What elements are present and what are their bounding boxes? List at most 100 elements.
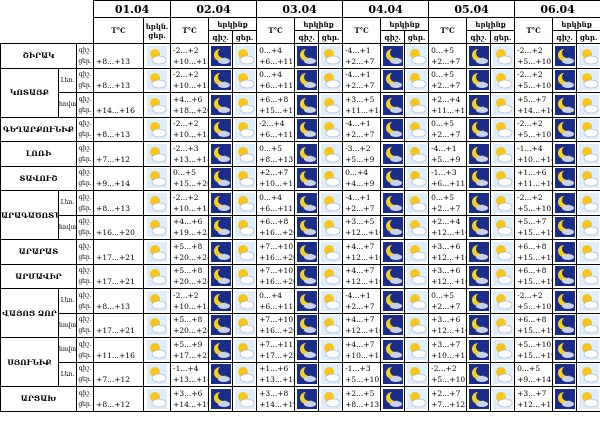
night-icon [554,143,575,164]
spacer [96,314,143,325]
day-icon [492,143,513,164]
day-temp: +2...+7 [431,301,461,311]
temp: +6...+8 +15...+19 [514,263,554,289]
sky-day [318,165,344,191]
day-temp: +17...+21 [96,326,135,336]
day-label: ցեր. [78,351,92,359]
sky-night [466,361,492,387]
day-icon [320,266,341,287]
sky-night [466,92,492,118]
sky-night [466,67,492,93]
date: 01.04 [93,0,172,18]
night-icon [382,168,403,189]
day-icon [406,70,427,91]
night-temp: +2...+7 [259,168,289,178]
night-icon [296,315,317,336]
row-labels: գիշ. ցեր. [75,190,95,216]
sky-night [294,214,320,240]
day-icon [406,119,427,140]
sky-night [380,165,406,191]
sky-night [552,361,578,387]
day-icon [234,70,255,91]
day-temp: +10...+15 [173,301,209,311]
sky-day [490,165,516,191]
sky [143,361,172,387]
temp: +3...+6 +12...+16 [428,239,468,265]
temp: +6...+8 +15...+17 [256,92,296,118]
temp: +17...+21 [93,239,145,265]
night-icon [468,339,489,360]
sky [143,190,172,216]
sky-day [404,361,430,387]
temp: -2...+2 +5...+10 [514,190,554,216]
sky-night [552,116,578,142]
sky-day [576,116,600,142]
sky-night [380,263,406,289]
sky-day [576,386,600,412]
temp: +17...+21 [93,312,145,338]
night-label: գիշ. [466,30,492,44]
row-labels: գիշ. ցեր. [75,361,95,387]
day-icon [578,45,599,66]
night-icon [468,266,489,287]
region-name: ԱՐԱՐԱՏ [0,239,77,265]
day-icon [234,192,255,213]
day-temp: +8...+13 [96,81,131,91]
temp: +3...+7 +10...+15 [428,337,468,363]
temp: +2...+5 +8...+13 [342,386,382,412]
night-temp: -4...+1 [345,290,371,300]
night-temp: +4...+7 [345,339,375,349]
temp: +8...+13 [93,116,145,142]
temp: +7...+12 [93,141,145,167]
night-icon [468,94,489,115]
sky-day [576,337,600,363]
forecast-table: 01.04 02.04 03.04 04.04 05.04 06.04 T°C երկն. ցե… [0,0,600,412]
row-labels: գիշ. ցեր. [75,312,95,338]
temp: +8...+12 [93,386,145,412]
day-icon [147,217,168,238]
day-temp: +15...+19 [517,326,553,336]
night-temp: +6...+8 [517,315,547,325]
temp-header: T°C [428,17,468,44]
day-label: ցեր. [78,131,92,139]
night-icon [296,192,317,213]
night-temp: +3...+6 [431,241,461,251]
temp: 0...+5 +2...+7 [428,116,468,142]
day-temp: +11...+16 [96,350,135,360]
sky-night [208,337,234,363]
night-temp: -2...+2 [517,70,543,80]
day-icon [406,290,427,311]
temp: +8...+13 [93,288,145,314]
temp: 0...+5 +2...+7 [428,43,468,69]
night-label: գիշ. [552,30,578,44]
temp: -3...+2 +5...+9 [342,141,382,167]
night-label: գիշ. [78,340,92,348]
sky-night [294,288,320,314]
day-icon [320,94,341,115]
sky-day [490,92,516,118]
temp: -1...+3 +6...+11 [428,165,468,191]
temp: +7...+12 [93,361,145,387]
sky-night [294,263,320,289]
day-temp: +16...+20 [259,277,295,287]
day-icon [492,388,513,409]
night-temp: +2...+5 [345,388,375,398]
sky-day [490,263,516,289]
day-icon [320,339,341,360]
sky-night [208,361,234,387]
day-temp: +9...+14 [517,375,552,385]
night-label: գիշ. [78,267,92,275]
temp-header: T°C [256,17,296,44]
temp: 0...+5 +2...+7 [428,190,468,216]
day-label: ցեր. [404,30,430,44]
day-temp: +6...+11 [259,130,294,140]
day-label: ցեր. [78,106,92,114]
night-icon [296,241,317,262]
day-icon [147,290,168,311]
temp: +8...+13 [93,67,145,93]
sky-night [208,43,234,69]
day-temp: +19...+23 [173,228,209,238]
sky-day [490,43,516,69]
day-icon [147,315,168,336]
sky-day [576,165,600,191]
